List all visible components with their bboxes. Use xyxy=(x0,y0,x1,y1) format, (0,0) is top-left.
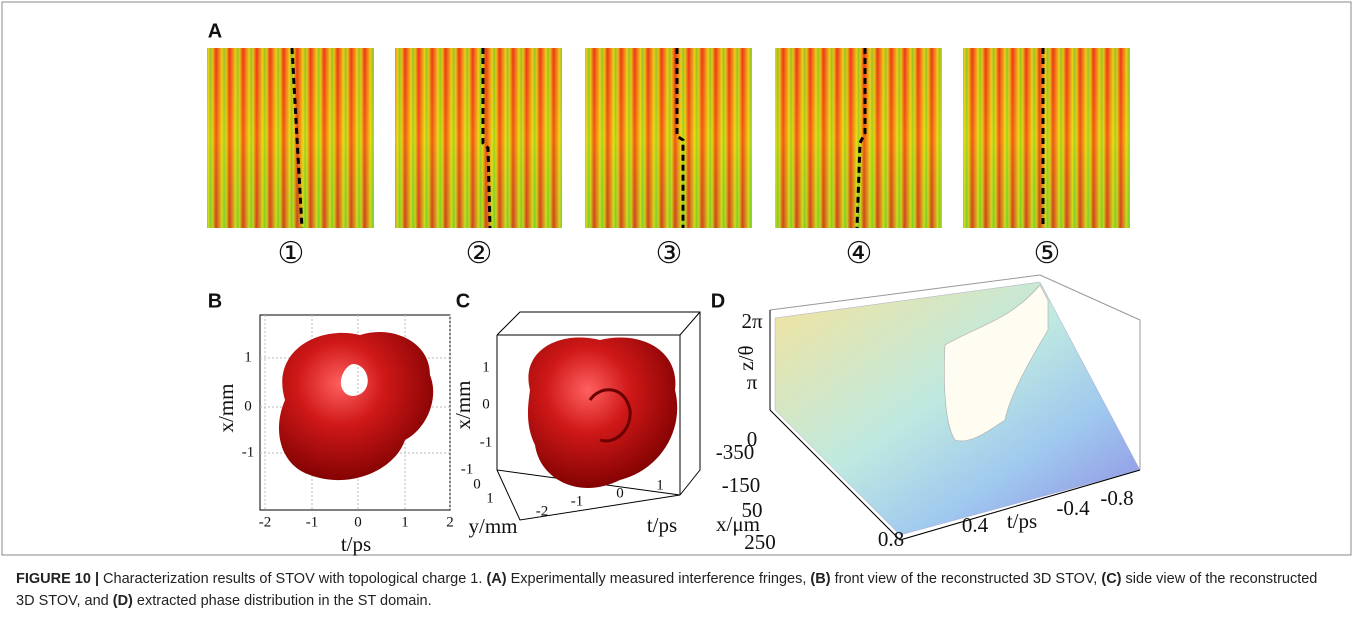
z-axis-label: y/mm xyxy=(468,514,517,538)
fringe-tint xyxy=(963,48,1130,228)
axis-line xyxy=(769,409,901,541)
frame-number: ① xyxy=(278,237,305,270)
x-tick-label: -2 xyxy=(536,503,549,519)
caption-text: Experimentally measured interference fri… xyxy=(506,571,811,587)
dislocation-line xyxy=(855,48,867,229)
fringe-tint xyxy=(207,48,374,228)
z-tick-label: 1 xyxy=(486,490,494,506)
z-tick-label: π xyxy=(747,370,758,394)
z-tick-label: 0 xyxy=(747,427,758,451)
frame-number: ⑤ xyxy=(1034,237,1061,270)
z-tick-label: 2π xyxy=(741,309,763,333)
dislocation-line xyxy=(481,48,492,229)
x-tick-label: -150 xyxy=(722,473,761,497)
panel-label: D xyxy=(711,290,725,312)
caption-text: FIGURE 10 | xyxy=(16,571,100,587)
caption-text: (C) xyxy=(1101,571,1122,587)
t-tick-label: 0.8 xyxy=(878,527,904,551)
x-tick-label: 0 xyxy=(354,514,362,530)
phase-wall xyxy=(944,284,1049,442)
fringe-tint xyxy=(585,48,752,228)
y-tick-label: 0 xyxy=(482,396,490,412)
dislocation-line xyxy=(290,47,304,229)
z-axis-label: z/θ xyxy=(734,345,758,370)
x-tick-label: 1 xyxy=(401,514,409,530)
plot-box xyxy=(496,311,701,521)
t-tick-label: 0.4 xyxy=(962,513,989,537)
caption-text: side view of the reconstructed 3D STOV, … xyxy=(16,571,1318,609)
caption-text: Characterization results of STOV with to… xyxy=(99,571,487,587)
x-tick-label: -1 xyxy=(306,514,319,530)
panel-label: A xyxy=(208,20,222,42)
frame-number: ③ xyxy=(656,237,683,270)
y-tick-label: 1 xyxy=(244,349,252,365)
x-tick-label: -2 xyxy=(259,514,272,530)
stov-fold xyxy=(588,388,632,443)
x-tick-label: -350 xyxy=(716,440,755,464)
panel-label: C xyxy=(456,290,470,312)
x-tick-label: 250 xyxy=(744,530,776,554)
frame-number: ④ xyxy=(846,237,873,270)
frame-number: ② xyxy=(466,237,493,270)
axis-line xyxy=(899,469,1141,541)
y-axis-label: x/mm xyxy=(214,383,238,432)
y-tick-label: -1 xyxy=(242,444,255,460)
t-tick-label: -0.8 xyxy=(1100,486,1133,510)
y-axis-label: x/mm xyxy=(451,380,475,429)
t-axis-label: t/ps xyxy=(1007,509,1037,533)
figure-frame xyxy=(1,1,1352,556)
caption-text: (D) xyxy=(112,593,133,609)
fringe-tint xyxy=(395,48,562,228)
stov-blob xyxy=(527,337,678,488)
caption-text: (A) xyxy=(486,571,507,587)
y-tick-label: 0 xyxy=(244,398,252,414)
caption: FIGURE 10 | Characterization results of … xyxy=(16,568,1336,612)
x-tick-label: -1 xyxy=(571,493,584,509)
y-tick-label: 1 xyxy=(482,359,490,375)
caption-text: front view of the reconstructed 3D STOV, xyxy=(830,571,1102,587)
x-axis-label: t/ps xyxy=(341,532,371,556)
x-tick-label: 50 xyxy=(742,498,763,522)
caption-text: (B) xyxy=(810,571,831,587)
y-tick-label: -1 xyxy=(480,434,493,450)
x-tick-label: 2 xyxy=(446,514,454,530)
dislocation-line xyxy=(675,48,685,228)
x-tick-label: 0 xyxy=(616,485,624,501)
t-tick-label: -0.4 xyxy=(1056,496,1090,520)
stov-blob xyxy=(278,331,434,481)
panel-label: B xyxy=(208,290,222,312)
z-tick-label: 0 xyxy=(473,476,481,492)
z-tick-label: -1 xyxy=(461,461,474,477)
x-tick-label: 1 xyxy=(656,477,664,493)
x-axis-label: t/ps xyxy=(647,513,677,537)
x-axis-label: x/μm xyxy=(716,512,760,536)
caption-text: extracted phase distribution in the ST d… xyxy=(132,593,432,609)
